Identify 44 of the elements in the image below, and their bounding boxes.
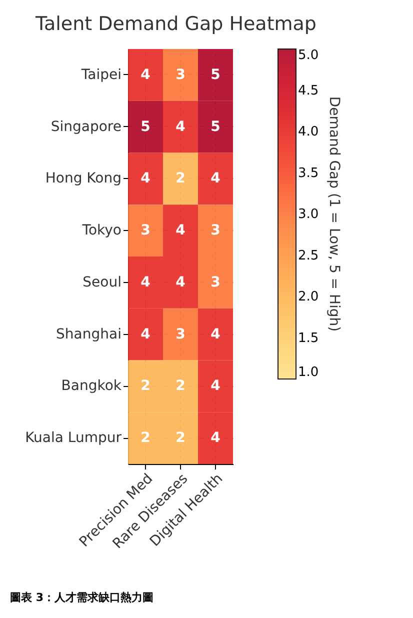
chart-title: Talent Demand Gap Heatmap [34, 13, 316, 35]
data-label: 4 [210, 170, 221, 187]
color-bar-label: 5.0 [298, 48, 319, 63]
data-label: 5 [210, 118, 220, 135]
color-bar-label: 4.0 [298, 124, 319, 140]
color-bar-label: 3.5 [298, 166, 319, 181]
data-label: 3 [210, 274, 220, 290]
data-label: 4 [140, 326, 151, 342]
data-label: 4 [140, 170, 151, 187]
y-tick-label: Seoul [82, 274, 122, 290]
y-tick-label: Tokyo [81, 222, 122, 239]
data-label: 4 [210, 326, 221, 342]
y-tick-label: Kuala Lumpur [25, 430, 122, 446]
data-label: 2 [140, 430, 150, 446]
y-tick-label: Hong Kong [45, 170, 122, 187]
color-bar-label: 4.5 [298, 83, 319, 98]
data-label: 4 [210, 430, 221, 446]
data-label: 3 [140, 222, 150, 239]
data-label: 2 [140, 378, 150, 394]
y-tick-label: Bangkok [61, 378, 122, 394]
data-label: 4 [176, 118, 186, 135]
data-label: 5 [140, 118, 150, 135]
y-tick-label: Shanghai [56, 326, 122, 342]
data-label: 5 [210, 66, 220, 83]
data-label: 4 [140, 274, 151, 290]
data-label: 3 [176, 326, 186, 342]
color-bar-label: 3.0 [298, 207, 319, 222]
data-label: 2 [176, 430, 186, 446]
data-label: 3 [210, 222, 220, 239]
data-label: 3 [176, 66, 186, 83]
color-bar-label: 1.5 [298, 330, 319, 346]
data-label: 2 [176, 170, 186, 187]
text: 圖表 3：人才需求缺口熱力圖 [10, 591, 154, 604]
data-label: 4 [210, 378, 221, 394]
data-label: 4 [176, 222, 186, 239]
data-label: 2 [176, 378, 186, 394]
color-bar-label: 1.0 [298, 365, 319, 380]
data-label: 4 [176, 274, 186, 290]
color-bar-title: Demand Gap (1 = Low, 5 = High) [326, 96, 342, 332]
data-label: 4 [140, 66, 151, 83]
y-tick-label: Singapore [50, 118, 122, 135]
y-tick-label: Taipei [80, 66, 122, 83]
color-bar-label: 2.5 [298, 248, 319, 264]
color-bar-label: 2.0 [298, 290, 319, 304]
